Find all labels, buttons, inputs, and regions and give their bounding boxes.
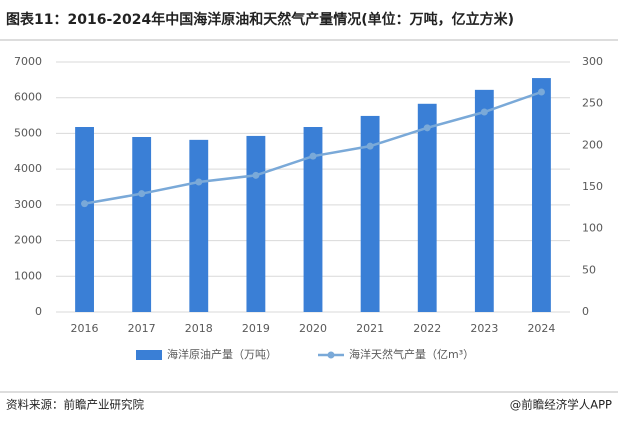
legend-swatch <box>327 351 335 359</box>
y-tick-label: 3000 <box>14 198 42 211</box>
y2-tick-label: 0 <box>582 305 589 318</box>
line-point <box>366 142 374 150</box>
chart-title: 图表11：2016-2024年中国海洋原油和天然气产量情况(单位：万吨，亿立方米… <box>6 11 514 28</box>
line-point <box>195 178 203 186</box>
y-tick-label: 6000 <box>14 91 42 104</box>
y-tick-label: 2000 <box>14 234 42 247</box>
y2-tick-label: 200 <box>582 138 603 151</box>
y2-tick-label: 100 <box>582 222 603 235</box>
y-tick-label: 1000 <box>14 269 42 282</box>
line-point <box>138 190 146 198</box>
bar <box>417 103 437 313</box>
line-point <box>480 108 488 116</box>
y2-tick-label: 250 <box>582 97 603 110</box>
x-tick-label: 2021 <box>356 322 384 335</box>
line-point <box>423 124 431 132</box>
y2-tick-label: 300 <box>582 55 603 68</box>
legend-label: 海洋天然气产量（亿m³） <box>349 347 474 361</box>
bar <box>246 135 266 312</box>
x-tick-label: 2019 <box>242 322 270 335</box>
x-tick-label: 2016 <box>71 322 99 335</box>
x-tick-label: 2020 <box>299 322 327 335</box>
y-tick-label: 7000 <box>14 55 42 68</box>
bar <box>189 139 209 312</box>
bar <box>360 115 380 312</box>
legend-swatch <box>136 350 162 360</box>
x-tick-label: 2024 <box>527 322 555 335</box>
legend-label: 海洋原油产量（万吨） <box>167 347 277 361</box>
y-tick-label: 5000 <box>14 126 42 139</box>
x-tick-label: 2017 <box>128 322 156 335</box>
bar <box>532 78 551 312</box>
line-point <box>309 152 317 160</box>
line-point <box>81 200 89 208</box>
y2-tick-label: 50 <box>582 263 596 276</box>
bar <box>303 127 323 312</box>
line-point <box>537 88 545 96</box>
y-tick-label: 4000 <box>14 162 42 175</box>
bar <box>474 89 494 312</box>
x-tick-label: 2022 <box>413 322 441 335</box>
credit: @前瞻经济学人APP <box>510 398 612 412</box>
y2-tick-label: 150 <box>582 180 603 193</box>
source: 资料来源：前瞻产业研究院 <box>6 398 144 412</box>
line-point <box>252 171 260 179</box>
y-tick-label: 0 <box>35 305 42 318</box>
x-tick-label: 2023 <box>470 322 498 335</box>
bar <box>132 137 152 312</box>
x-tick-label: 2018 <box>185 322 213 335</box>
bar <box>75 127 94 312</box>
